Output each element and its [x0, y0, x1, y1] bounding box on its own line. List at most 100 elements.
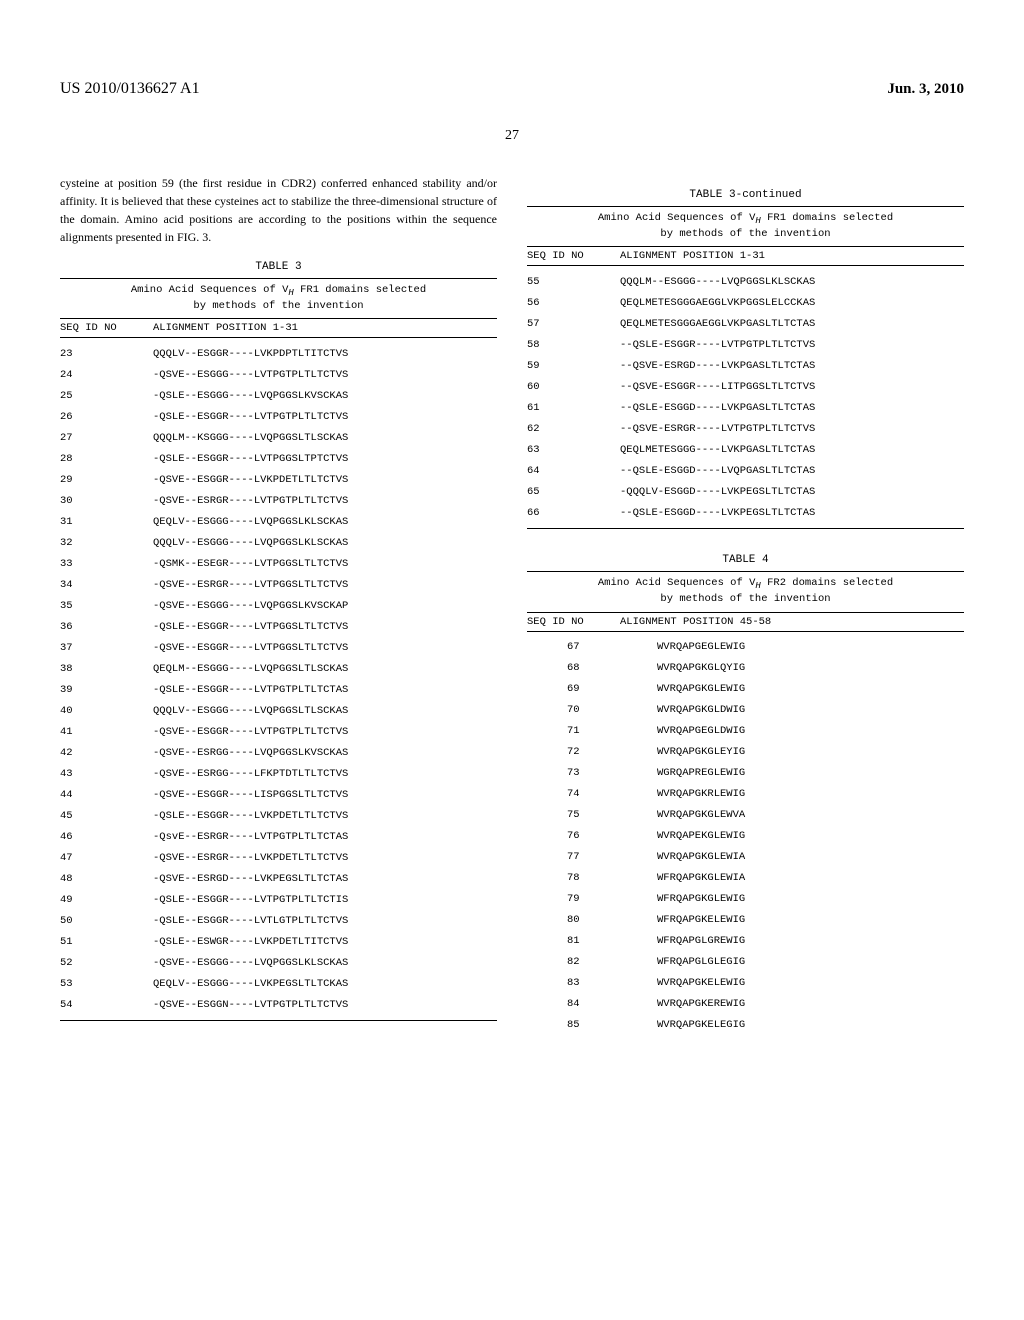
sequence-row: 85WVRQAPGKELEGIG: [527, 1015, 964, 1036]
sequence-row: 43-QSVE--ESRGG----LFKPTDTLTLTCTVS: [60, 763, 497, 784]
seq-value: -QSVE--ESGGG----LVQPGGSLKLSCKAS: [153, 957, 348, 969]
seq-id: 73: [527, 767, 657, 779]
sequence-row: 81WFRQAPGLGREWIG: [527, 931, 964, 952]
seq-value: -QsvE--ESRGR----LVTPGTPLTLTCTAS: [153, 831, 348, 843]
sequence-row: 74WVRQAPGKRLEWIG: [527, 784, 964, 805]
sequence-row: 28-QSLE--ESGGR----LVTPGGSLTPTCTVS: [60, 448, 497, 469]
sequence-row: 68WVRQAPGKGLQYIG: [527, 658, 964, 679]
seq-id: 50: [60, 915, 153, 927]
right-column: TABLE 3-continued Amino Acid Sequences o…: [527, 174, 964, 1041]
seq-id: 48: [60, 873, 153, 885]
sequence-row: 51-QSLE--ESWGR----LVKPDETLTITCTVS: [60, 931, 497, 952]
table3-title: TABLE 3: [60, 261, 497, 273]
seq-id: 38: [60, 663, 153, 675]
seq-id: 81: [527, 935, 657, 947]
sequence-row: 45-QSLE--ESGGR----LVKPDETLTLTCTVS: [60, 805, 497, 826]
sequence-row: 33-QSMK--ESEGR----LVTPGGSLTLTCTVS: [60, 553, 497, 574]
sequence-row: 31QEQLV--ESGGG----LVQPGGSLKLSCKAS: [60, 511, 497, 532]
seq-value: QEQLM--ESGGG----LVQPGGSLTLSCKAS: [153, 663, 348, 675]
sequence-row: 25-QSLE--ESGGG----LVQPGGSLKVSCKAS: [60, 385, 497, 406]
seq-id: 54: [60, 999, 153, 1011]
sequence-row: 32QQQLV--ESGGG----LVQPGGSLKLSCKAS: [60, 532, 497, 553]
seq-id: 26: [60, 411, 153, 423]
seq-value: -QSMK--ESEGR----LVTPGGSLTLTCTVS: [153, 558, 348, 570]
seq-id: 45: [60, 810, 153, 822]
seq-id: 33: [60, 558, 153, 570]
doc-id: US 2010/0136627 A1: [60, 80, 200, 98]
seq-value: QEQLMETESGGGAEGGLVKPGGSLELCCKAS: [620, 297, 815, 309]
sequence-row: 36-QSLE--ESGGR----LVTPGGSLTLTCTVS: [60, 616, 497, 637]
seq-id: 63: [527, 444, 620, 456]
seq-value: WVRQAPGKGLEWIG: [657, 683, 745, 695]
seq-value: -QSLE--ESGGR----LVTPGTPLTLTCTAS: [153, 684, 348, 696]
seq-value: -QSVE--ESGGR----LVKPDETLTLTCTVS: [153, 474, 348, 486]
seq-id: 25: [60, 390, 153, 402]
sequence-row: 35-QSVE--ESGGG----LVQPGGSLKVSCKAP: [60, 595, 497, 616]
table4-body: 67WVRQAPGEGLEWIG68WVRQAPGKGLQYIG69WVRQAP…: [527, 632, 964, 1041]
table4-header: SEQ ID NO ALIGNMENT POSITION 45-58: [527, 613, 964, 632]
left-column: cysteine at position 59 (the first resid…: [60, 174, 497, 1041]
sequence-row: 61--QSLE-ESGGD----LVKPGASLTLTCTAS: [527, 397, 964, 418]
sequence-row: 82WFRQAPGLGLEGIG: [527, 952, 964, 973]
seq-value: -QSLE--ESGGR----LVTLGTPLTLTCTVS: [153, 915, 348, 927]
seq-id: 57: [527, 318, 620, 330]
seq-value: -QSLE--ESGGR----LVTPGTPLTLTCTVS: [153, 411, 348, 423]
content-columns: cysteine at position 59 (the first resid…: [60, 174, 964, 1041]
seq-id: 24: [60, 369, 153, 381]
publication-date: Jun. 3, 2010: [887, 81, 964, 98]
sequence-row: 79WFRQAPGKGLEWIG: [527, 889, 964, 910]
sequence-row: 24-QSVE--ESGGG----LVTPGTPLTLTCTVS: [60, 364, 497, 385]
seq-id: 69: [527, 683, 657, 695]
seq-value: WVRQAPGKGLQYIG: [657, 662, 745, 674]
seq-id: 44: [60, 789, 153, 801]
table4-title: TABLE 4: [527, 554, 964, 566]
seq-value: --QSVE-ESRGD----LVKPGASLTLTCTAS: [620, 360, 815, 372]
seq-value: -QSVE--ESRGG----LVQPGGSLKVSCKAS: [153, 747, 348, 759]
seq-id: 61: [527, 402, 620, 414]
table3-header: SEQ ID NO ALIGNMENT POSITION 1-31: [60, 319, 497, 338]
seq-value: QQQLM--KSGGG----LVQPGGSLTLSCKAS: [153, 432, 348, 444]
sequence-row: 78WFRQAPGKGLEWIA: [527, 868, 964, 889]
sequence-row: 59--QSVE-ESRGD----LVKPGASLTLTCTAS: [527, 355, 964, 376]
sequence-row: 46-QsvE--ESRGR----LVTPGTPLTLTCTAS: [60, 826, 497, 847]
seq-value: -QSVE--ESGGN----LVTPGTPLTLTCTVS: [153, 999, 348, 1011]
seq-value: -QSVE--ESRGD----LVKPEGSLTLTCTAS: [153, 873, 348, 885]
seq-id: 37: [60, 642, 153, 654]
body-paragraph: cysteine at position 59 (the first resid…: [60, 174, 497, 246]
seq-id: 64: [527, 465, 620, 477]
seq-value: WFRQAPGKELEWIG: [657, 914, 745, 926]
sequence-row: 54-QSVE--ESGGN----LVTPGTPLTLTCTVS: [60, 994, 497, 1015]
sequence-row: 53QEQLV--ESGGG----LVKPEGSLTLTCKAS: [60, 973, 497, 994]
seq-value: WVRQAPGEGLEWIG: [657, 641, 745, 653]
seq-value: -QSVE--ESRGR----LVTPGGSLTLTCTVS: [153, 579, 348, 591]
seq-id: 71: [527, 725, 657, 737]
seq-value: -QSVE--ESGGR----LISPGGSLTLTCTVS: [153, 789, 348, 801]
seq-id: 34: [60, 579, 153, 591]
seq-value: WFRQAPGKGLEWIA: [657, 872, 745, 884]
seq-value: -QSVE--ESGGG----LVQPGGSLKVSCKAP: [153, 600, 348, 612]
sequence-row: 57QEQLMETESGGGAEGGLVKPGASLTLTCTAS: [527, 313, 964, 334]
sequence-row: 70WVRQAPGKGLDWIG: [527, 700, 964, 721]
seq-id: 31: [60, 516, 153, 528]
seq-value: QEQLV--ESGGG----LVQPGGSLKLSCKAS: [153, 516, 348, 528]
seq-value: QQQLV--ESGGR----LVKPDPTLTITCTVS: [153, 348, 348, 360]
seq-id: 30: [60, 495, 153, 507]
seq-value: WVRQAPGKGLEWVA: [657, 809, 745, 821]
sequence-row: 30-QSVE--ESRGR----LVTPGTPLTLTCTVS: [60, 490, 497, 511]
seq-value: --QSVE-ESRGR----LVTPGTPLTLTCTVS: [620, 423, 815, 435]
sequence-row: 72WVRQAPGKGLEYIG: [527, 742, 964, 763]
table3-cont-subtitle: Amino Acid Sequences of VH FR1 domains s…: [527, 206, 964, 247]
table3-cont-body: 55QQQLM--ESGGG----LVQPGGSLKLSCKAS56QEQLM…: [527, 266, 964, 529]
table3-subtitle: Amino Acid Sequences of VH FR1 domains s…: [60, 278, 497, 319]
seq-value: WVRQAPGKELEGIG: [657, 1019, 745, 1031]
seq-id: 47: [60, 852, 153, 864]
sequence-row: 38QEQLM--ESGGG----LVQPGGSLTLSCKAS: [60, 658, 497, 679]
sequence-row: 52-QSVE--ESGGG----LVQPGGSLKLSCKAS: [60, 952, 497, 973]
seq-id: 43: [60, 768, 153, 780]
sequence-row: 29-QSVE--ESGGR----LVKPDETLTLTCTVS: [60, 469, 497, 490]
seq-id: 68: [527, 662, 657, 674]
sequence-row: 44-QSVE--ESGGR----LISPGGSLTLTCTVS: [60, 784, 497, 805]
sequence-row: 37-QSVE--ESGGR----LVTPGGSLTLTCTVS: [60, 637, 497, 658]
seq-value: -QSLE--ESGGR----LVTPGGSLTPTCTVS: [153, 453, 348, 465]
page-header: US 2010/0136627 A1 Jun. 3, 2010: [60, 80, 964, 98]
